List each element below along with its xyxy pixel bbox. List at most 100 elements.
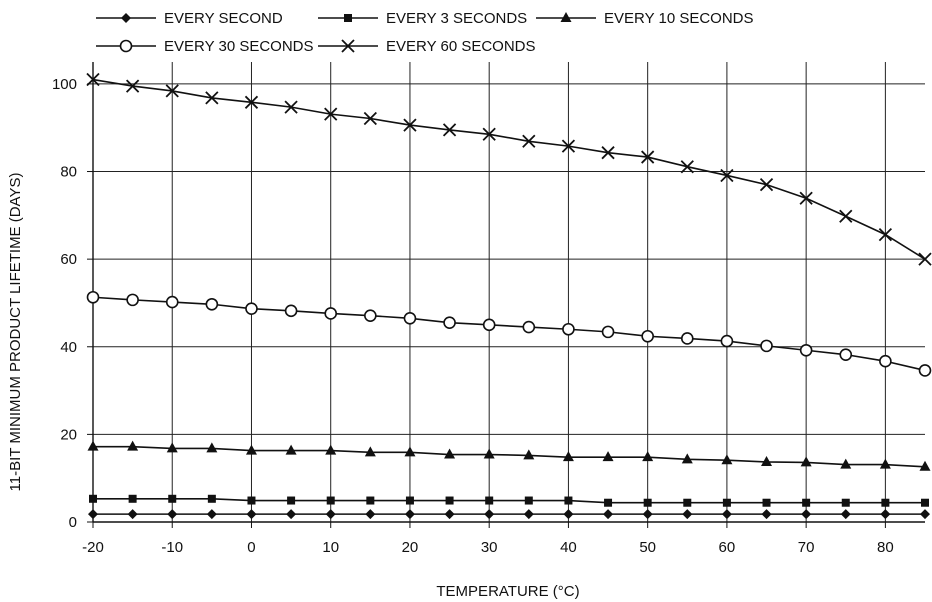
data-point-triangle xyxy=(840,458,852,469)
legend-item-3: EVERY 30 SECONDS xyxy=(96,38,314,55)
data-point-circle xyxy=(205,297,219,311)
data-point-circle xyxy=(601,325,615,339)
data-point-x xyxy=(878,227,893,242)
data-point-square xyxy=(326,496,335,505)
x-tick-label: 50 xyxy=(639,539,656,556)
y-tick-label: 40 xyxy=(60,339,77,356)
data-point-triangle xyxy=(206,442,218,453)
grid xyxy=(93,62,925,522)
legend-item-4: EVERY 60 SECONDS xyxy=(318,38,536,55)
data-point-diamond xyxy=(206,509,217,520)
legend-item-0: EVERY SECOND xyxy=(96,10,283,27)
data-point-triangle xyxy=(761,455,773,466)
data-point-diamond xyxy=(563,509,574,520)
y-tick-label: 100 xyxy=(52,76,77,93)
data-point-square xyxy=(722,498,731,507)
data-point-x xyxy=(680,160,694,174)
data-point-circle xyxy=(284,304,298,318)
series-0 xyxy=(88,509,930,520)
data-point-circle xyxy=(443,316,456,329)
y-tick-label: 0 xyxy=(69,514,77,531)
data-point-circle xyxy=(126,293,139,307)
legend-label: EVERY 30 SECONDS xyxy=(164,38,314,55)
series-line xyxy=(92,296,926,372)
data-point-square xyxy=(445,496,454,505)
y-tick-label: 20 xyxy=(60,426,77,443)
data-point-circle xyxy=(86,290,100,304)
data-point-triangle xyxy=(483,448,495,459)
legend-item-2: EVERY 10 SECONDS xyxy=(536,10,754,27)
data-point-triangle xyxy=(681,453,693,464)
data-point-x xyxy=(839,209,853,223)
data-point-x xyxy=(341,39,355,53)
data-point-triangle xyxy=(404,446,416,457)
x-tick-label: 40 xyxy=(560,539,577,556)
data-point-x xyxy=(165,84,179,98)
data-point-circle xyxy=(403,311,417,325)
data-point-x xyxy=(86,72,100,87)
data-point-circle xyxy=(879,354,892,368)
data-point-circle xyxy=(918,364,932,377)
data-point-circle xyxy=(641,329,654,343)
data-point-diamond xyxy=(801,509,812,520)
data-point-square xyxy=(841,498,850,507)
data-point-circle xyxy=(245,302,258,315)
data-point-circle xyxy=(324,307,338,320)
data-point-x xyxy=(522,134,536,148)
data-point-square xyxy=(485,496,494,505)
series-4 xyxy=(86,72,932,266)
data-point-triangle xyxy=(800,456,812,467)
series-2 xyxy=(87,440,931,471)
data-point-diamond xyxy=(404,509,415,520)
data-point-x xyxy=(284,100,298,114)
data-point-diamond xyxy=(365,509,376,520)
data-point-circle xyxy=(720,334,734,348)
data-point-square xyxy=(247,496,256,505)
series-line xyxy=(92,78,926,260)
data-point-x xyxy=(918,252,932,266)
data-point-x xyxy=(601,146,615,160)
data-point-x xyxy=(324,107,338,121)
data-point-triangle xyxy=(602,451,614,462)
data-point-circle xyxy=(839,348,853,361)
data-point-diamond xyxy=(444,509,455,520)
data-point-x xyxy=(205,91,219,105)
legend: EVERY SECOND EVERY 3 SECONDS EVERY 10 SECO… xyxy=(96,10,754,55)
data-point-diamond xyxy=(88,509,98,520)
x-tick-label: 80 xyxy=(877,539,894,556)
data-point-circle xyxy=(482,318,496,332)
data-point-diamond xyxy=(484,509,495,520)
data-point-x xyxy=(363,111,377,126)
data-point-circle xyxy=(760,339,773,353)
data-point-square xyxy=(405,496,414,505)
data-point-diamond xyxy=(603,509,614,520)
data-point-triangle xyxy=(721,454,733,465)
data-point-triangle xyxy=(562,451,574,462)
data-point-circle xyxy=(119,39,133,53)
data-point-triangle xyxy=(523,449,535,460)
legend-label: EVERY SECOND xyxy=(164,10,283,27)
y-tick-label: 80 xyxy=(60,164,77,181)
series-1 xyxy=(89,494,929,507)
legend-item-1: EVERY 3 SECONDS xyxy=(318,10,527,27)
data-point-diamond xyxy=(523,509,534,520)
data-point-square xyxy=(643,498,652,507)
data-point-square xyxy=(344,14,352,22)
x-axis-label: TEMPERATURE (°C) xyxy=(436,583,579,600)
data-point-square xyxy=(564,496,573,505)
data-point-square xyxy=(366,496,375,505)
data-point-diamond xyxy=(246,509,257,520)
x-tick-label: -10 xyxy=(161,539,183,556)
data-point-x xyxy=(403,118,417,132)
x-tick-label: 60 xyxy=(719,539,736,556)
data-point-triangle xyxy=(245,444,257,455)
data-point-triangle xyxy=(285,444,297,455)
legend-label: EVERY 60 SECONDS xyxy=(386,38,536,55)
data-point-circle xyxy=(165,295,179,309)
data-point-diamond xyxy=(167,509,178,520)
data-point-diamond xyxy=(127,509,138,520)
data-point-x xyxy=(125,79,140,93)
data-point-square xyxy=(762,498,771,507)
data-point-diamond xyxy=(121,13,131,23)
data-point-diamond xyxy=(682,509,693,520)
